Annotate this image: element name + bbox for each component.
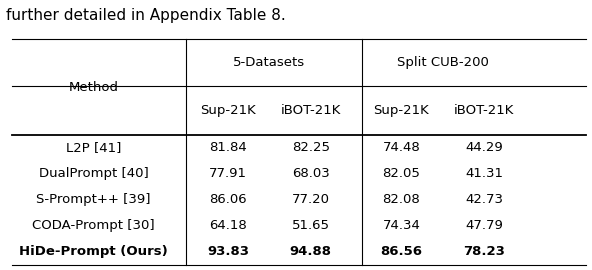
Text: S-Prompt++ [39]: S-Prompt++ [39] bbox=[36, 193, 151, 206]
Text: iBOT-21K: iBOT-21K bbox=[454, 104, 514, 117]
Text: 86.56: 86.56 bbox=[381, 245, 422, 258]
Text: 77.91: 77.91 bbox=[209, 167, 247, 180]
Text: Sup-21K: Sup-21K bbox=[374, 104, 429, 117]
Text: Sup-21K: Sup-21K bbox=[200, 104, 256, 117]
Text: 78.23: 78.23 bbox=[464, 245, 505, 258]
Text: L2P [41]: L2P [41] bbox=[66, 141, 121, 154]
Text: 93.83: 93.83 bbox=[207, 245, 249, 258]
Text: 5-Datasets: 5-Datasets bbox=[233, 56, 305, 69]
Text: HiDe-Prompt (Ours): HiDe-Prompt (Ours) bbox=[19, 245, 168, 258]
Text: Split CUB-200: Split CUB-200 bbox=[397, 56, 489, 69]
Text: 82.25: 82.25 bbox=[292, 141, 330, 154]
Text: 74.48: 74.48 bbox=[382, 141, 420, 154]
Text: 74.34: 74.34 bbox=[382, 219, 420, 232]
Text: 47.79: 47.79 bbox=[465, 219, 503, 232]
Text: iBOT-21K: iBOT-21K bbox=[281, 104, 341, 117]
Text: 82.08: 82.08 bbox=[382, 193, 420, 206]
Text: 82.05: 82.05 bbox=[382, 167, 420, 180]
Text: further detailed in Appendix Table 8.: further detailed in Appendix Table 8. bbox=[6, 8, 286, 23]
Text: 44.29: 44.29 bbox=[465, 141, 503, 154]
Text: 41.31: 41.31 bbox=[465, 167, 503, 180]
Text: 64.18: 64.18 bbox=[209, 219, 247, 232]
Text: Method: Method bbox=[69, 80, 118, 94]
Text: DualPrompt [40]: DualPrompt [40] bbox=[38, 167, 149, 180]
Text: 94.88: 94.88 bbox=[290, 245, 332, 258]
Text: 51.65: 51.65 bbox=[292, 219, 330, 232]
Text: CODA-Prompt [30]: CODA-Prompt [30] bbox=[32, 219, 155, 232]
Text: 68.03: 68.03 bbox=[292, 167, 330, 180]
Text: 81.84: 81.84 bbox=[209, 141, 247, 154]
Text: 42.73: 42.73 bbox=[465, 193, 503, 206]
Text: 86.06: 86.06 bbox=[209, 193, 247, 206]
Text: 77.20: 77.20 bbox=[292, 193, 330, 206]
